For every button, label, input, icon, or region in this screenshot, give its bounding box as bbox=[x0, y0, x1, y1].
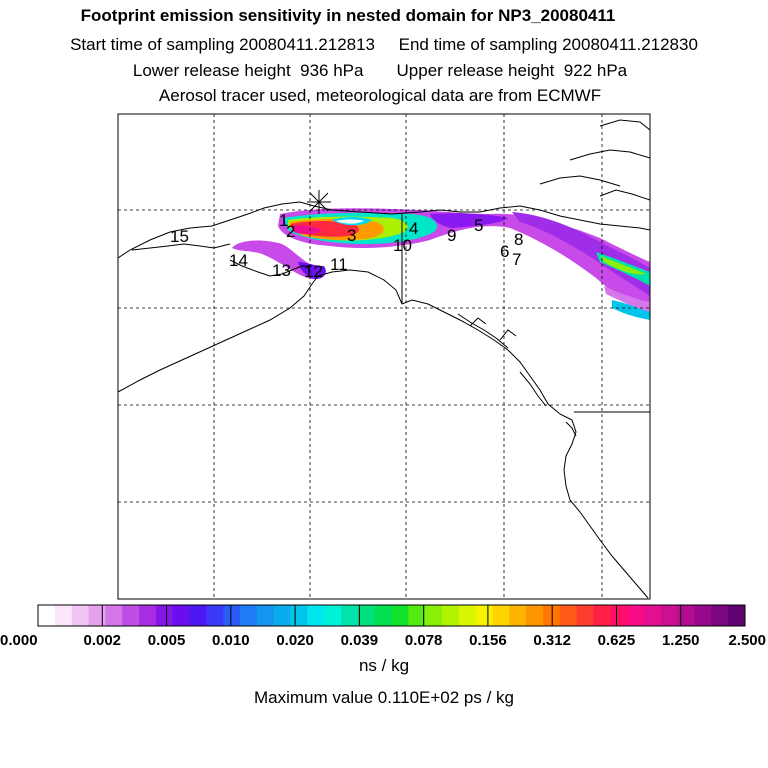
emission-plume bbox=[232, 208, 650, 320]
colorbar-swatch bbox=[206, 605, 224, 626]
colorbar-swatch bbox=[644, 605, 662, 626]
marker-label: 11 bbox=[330, 255, 348, 274]
tracer-info-line: Aerosol tracer used, meteorological data… bbox=[158, 86, 602, 105]
colorbar-swatch bbox=[492, 605, 510, 626]
colorbar-swatch bbox=[357, 605, 376, 626]
colorbar-swatch bbox=[576, 605, 594, 626]
marker-label: 15 bbox=[170, 227, 189, 246]
colorbar-swatch bbox=[509, 605, 527, 626]
marker-label: 1 bbox=[279, 211, 288, 230]
colorbar-tick-label: 1.250 bbox=[662, 632, 700, 649]
colorbar-swatch bbox=[38, 605, 56, 626]
colorbar-swatch bbox=[543, 605, 561, 626]
colorbar-tick-label: 0.156 bbox=[469, 632, 507, 649]
sampling-time-line: Start time of sampling 20080411.212813 E… bbox=[70, 35, 698, 54]
colorbar-swatch bbox=[526, 605, 544, 626]
colorbar-swatch bbox=[172, 605, 190, 626]
colorbar-swatch bbox=[155, 605, 174, 626]
colorbar-tick-label: 0.039 bbox=[341, 632, 379, 649]
colorbar-swatch bbox=[71, 605, 89, 626]
colorbar-swatch bbox=[223, 605, 241, 626]
colorbar-swatch bbox=[54, 605, 73, 626]
colorbar-tick-label: 0.625 bbox=[598, 632, 636, 649]
marker-label: 8 bbox=[514, 230, 523, 249]
marker-label: 6 bbox=[500, 242, 509, 261]
colorbar-unit: ns / kg bbox=[358, 656, 410, 675]
marker-label: 10 bbox=[393, 236, 412, 255]
grid-lines bbox=[118, 114, 650, 599]
colorbar-swatch bbox=[189, 605, 207, 626]
marker-label: 13 bbox=[272, 261, 291, 280]
colorbar-swatch bbox=[627, 605, 645, 626]
colorbar-swatch bbox=[660, 605, 679, 626]
colorbar-tick-label: 2.500 bbox=[728, 632, 766, 649]
marker-label: 7 bbox=[512, 250, 521, 269]
colorbar-swatch bbox=[559, 605, 578, 626]
colorbar-swatch bbox=[374, 605, 392, 626]
colorbar bbox=[37, 604, 746, 627]
colorbar-swatch bbox=[307, 605, 325, 626]
colorbar-swatch bbox=[425, 605, 443, 626]
colorbar-tick-label: 0.020 bbox=[276, 632, 314, 649]
release-point-asterisk bbox=[307, 190, 331, 214]
marker-label: 4 bbox=[409, 219, 418, 238]
marker-label: 9 bbox=[447, 226, 456, 245]
colorbar-swatch bbox=[273, 605, 291, 626]
colorbar-swatch bbox=[593, 605, 611, 626]
colorbar-swatch bbox=[341, 605, 359, 626]
maximum-value-text: Maximum value 0.110E+02 ps / kg bbox=[253, 688, 514, 707]
colorbar-swatch bbox=[105, 605, 123, 626]
colorbar-frame bbox=[37, 604, 746, 627]
colorbar-swatch bbox=[694, 605, 712, 626]
colorbar-tick-label: 0.005 bbox=[148, 632, 186, 649]
colorbar-swatch bbox=[442, 605, 460, 626]
colorbar-swatch bbox=[610, 605, 628, 626]
marker-label: 12 bbox=[304, 262, 323, 281]
release-height-line: Lower release height 936 hPa Upper relea… bbox=[132, 61, 628, 80]
colorbar-tick-label: 0.078 bbox=[405, 632, 443, 649]
map-title: Footprint emission sensitivity in nested… bbox=[80, 6, 616, 25]
coastlines bbox=[118, 119, 650, 599]
colorbar-swatch bbox=[290, 605, 308, 626]
colorbar-swatch bbox=[728, 605, 746, 626]
colorbar-swatch bbox=[391, 605, 409, 626]
marker-label: 5 bbox=[474, 216, 483, 235]
colorbar-swatch bbox=[475, 605, 493, 626]
colorbar-tick-label: 0.010 bbox=[212, 632, 250, 649]
colorbar-swatch bbox=[139, 605, 157, 626]
marker-label: 3 bbox=[347, 226, 356, 245]
marker-label: 2 bbox=[286, 222, 295, 241]
colorbar-swatch bbox=[88, 605, 106, 626]
colorbar-swatch bbox=[324, 605, 342, 626]
colorbar-swatch bbox=[677, 605, 695, 626]
colorbar-swatch bbox=[458, 605, 477, 626]
colorbar-swatch bbox=[711, 605, 729, 626]
marker-label: 14 bbox=[229, 251, 248, 270]
colorbar-tick-label: 0.000 bbox=[0, 632, 38, 649]
colorbar-tick-label: 0.002 bbox=[83, 632, 121, 649]
trajectory-markers: 1 2 3 4 5 6 7 8 9 10 11 12 13 14 15 bbox=[170, 211, 523, 281]
colorbar-swatch bbox=[240, 605, 258, 626]
colorbar-swatch bbox=[122, 605, 140, 626]
map-frame bbox=[117, 113, 651, 600]
colorbar-tick-labels: 0.000 0.002 0.005 0.010 0.020 0.039 0.078 0.156… bbox=[0, 632, 766, 649]
colorbar-swatch bbox=[256, 605, 275, 626]
colorbar-swatch bbox=[408, 605, 426, 626]
colorbar-tick-label: 0.312 bbox=[533, 632, 571, 649]
